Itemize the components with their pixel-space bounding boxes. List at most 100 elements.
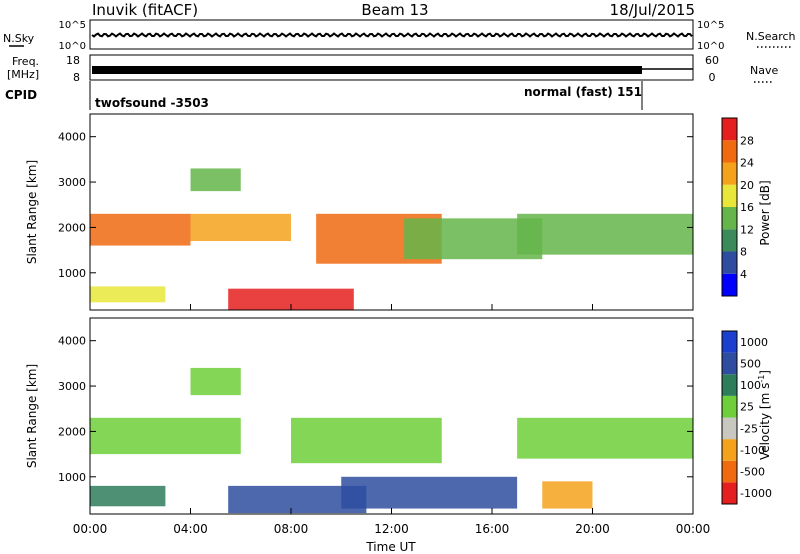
cpid-mode-2: normal (fast) 151 xyxy=(524,85,642,99)
velocity-colorbar-tick-2: 100 xyxy=(740,379,761,392)
velocity-colorbar-tick-3: 25 xyxy=(740,401,754,414)
velocity-colorbar-band-0 xyxy=(722,482,737,504)
nave-right-tick-top: 60 xyxy=(705,54,719,67)
velocity-colorbar-frame xyxy=(721,330,738,505)
freq-frame xyxy=(89,54,694,81)
velocity-colorbar-tick-4: -25 xyxy=(740,422,758,435)
velocity-colorbar-band-3 xyxy=(722,417,737,440)
velocity-echo-region-7 xyxy=(190,367,241,396)
station-title: Inuvik (fitACF) xyxy=(92,1,198,19)
velocity-echo-region-6 xyxy=(542,481,593,509)
power-colorbar-band-4 xyxy=(722,184,737,207)
beam-title: Beam 13 xyxy=(361,1,428,19)
velocity-colorbar-tick-6: -500 xyxy=(740,466,765,479)
power-colorbar-tick-0: 4 xyxy=(740,268,747,281)
cpid-label: CPID xyxy=(5,88,37,102)
velocity-echo-region-0 xyxy=(90,417,241,455)
velocity-colorbar-band-2 xyxy=(722,439,737,461)
x-tick-label-1: 04:00 xyxy=(173,522,208,536)
power-ylabel: Slant Range [km] xyxy=(25,160,39,264)
velocity-echo-regions xyxy=(90,367,693,514)
noise-panel: N.Sky 10^5 10^0 10^5 10^0 N.Search xyxy=(3,19,796,52)
power-colorbar-tick-3: 16 xyxy=(740,201,754,214)
velocity-colorbar-band-4 xyxy=(722,395,737,418)
velocity-colorbar-band-7 xyxy=(722,331,737,353)
power-colorbar: 4 8 12 16 20 24 28 xyxy=(721,117,754,297)
velocity-y-tick-label-3: 4000 xyxy=(58,335,86,348)
cpid-mode-1: twofsound -3503 xyxy=(95,96,209,110)
freq-label-2: [MHz] xyxy=(7,68,39,81)
power-echo-region-6 xyxy=(517,213,693,255)
power-echo-region-1 xyxy=(90,286,166,303)
velocity-colorbar-label-main: Velocity xyxy=(758,413,772,460)
power-colorbar-frame xyxy=(721,117,738,297)
velocity-colorbar-band-1 xyxy=(722,460,737,483)
velocity-y-axis: 1000 2000 3000 4000 xyxy=(58,335,693,484)
x-tick-label-4: 16:00 xyxy=(475,522,510,536)
freq-left-tick-top: 18 xyxy=(66,54,80,67)
freq-panel: Freq. [MHz] 18 8 60 0 Nave xyxy=(7,54,778,84)
cpid-panel: CPID twofsound -3503 normal (fast) 151 xyxy=(5,81,643,110)
freq-left-tick-bottom: 8 xyxy=(73,71,80,84)
power-echo-region-2 xyxy=(228,288,354,310)
velocity-colorbar-label: Velocity [m s-1] xyxy=(757,370,772,460)
power-colorbar-band-5 xyxy=(722,162,737,185)
power-colorbar-tick-4: 20 xyxy=(740,179,754,192)
power-echo-region-7 xyxy=(190,168,241,192)
noise-frame xyxy=(89,19,694,50)
power-colorbar-label: Power [dB] xyxy=(758,180,772,245)
x-tick-label-0: 00:00 xyxy=(73,522,108,536)
power-y-tick-label-1: 2000 xyxy=(58,221,86,234)
velocity-colorbar-band-6 xyxy=(722,352,737,375)
nsearch-label: N.Search xyxy=(746,30,796,43)
power-colorbar-tick-2: 12 xyxy=(740,223,754,236)
velocity-colorbar-tick-7: -1000 xyxy=(740,487,772,500)
velocity-panel: 1000 2000 3000 4000 Slant Range [km] 1000 50… xyxy=(25,317,772,515)
freq-label-1: Freq. xyxy=(12,55,39,68)
time-axis-label: Time UT xyxy=(365,540,416,554)
velocity-colorbar-band-5 xyxy=(722,374,737,396)
velocity-echo-region-4 xyxy=(341,476,518,509)
power-panel: 1000 2000 3000 4000 Slant Range [km] 4 8 12 16… xyxy=(25,113,772,311)
power-y-tick-label-3: 4000 xyxy=(58,131,86,144)
nave-right-tick-bottom: 0 xyxy=(709,71,716,84)
power-echo-region-3 xyxy=(190,213,291,242)
time-axis: 00:00 04:00 08:00 12:00 16:00 20:00 00:00 xyxy=(73,304,710,536)
power-echo-region-0 xyxy=(90,213,191,246)
velocity-colorbar-tick-0: 1000 xyxy=(740,336,768,349)
freq-trace xyxy=(92,66,642,74)
x-tick-label-3: 12:00 xyxy=(374,522,409,536)
velocity-y-tick-label-0: 1000 xyxy=(58,471,86,484)
x-tick-label-5: 20:00 xyxy=(575,522,610,536)
nave-label: Nave xyxy=(750,64,778,77)
noise-left-tick-top: 10^5 xyxy=(59,20,86,31)
velocity-echo-region-1 xyxy=(90,485,166,507)
power-colorbar-tick-6: 28 xyxy=(740,134,754,147)
noise-right-tick-bottom: 10^0 xyxy=(697,41,724,52)
velocity-colorbar-label-exp: -1 xyxy=(757,375,766,383)
velocity-ylabel: Slant Range [km] xyxy=(25,364,39,468)
power-colorbar-tick-1: 8 xyxy=(740,246,747,259)
velocity-colorbar-label-unit: [m s xyxy=(758,383,772,409)
power-frame xyxy=(89,113,694,311)
power-colorbar-band-2 xyxy=(722,229,737,252)
power-colorbar-band-3 xyxy=(722,207,737,230)
power-colorbar-band-7 xyxy=(722,118,737,141)
noise-left-tick-bottom: 10^0 xyxy=(59,41,86,52)
velocity-colorbar-label-close: ] xyxy=(758,370,772,375)
velocity-echo-region-3 xyxy=(291,417,442,464)
nsky-label: N.Sky xyxy=(3,32,35,45)
velocity-y-tick-label-1: 2000 xyxy=(58,425,86,438)
velocity-colorbar-tick-1: 500 xyxy=(740,357,761,370)
velocity-y-tick-label-2: 3000 xyxy=(58,380,86,393)
velocity-colorbar-tick-5: -100 xyxy=(740,444,765,457)
velocity-echo-region-5 xyxy=(517,417,693,459)
velocity-colorbar: 1000 500 100 25 -25 -100 -500 -1000 xyxy=(721,330,772,505)
power-colorbar-band-6 xyxy=(722,140,737,163)
power-colorbar-band-0 xyxy=(722,273,737,296)
date-title: 18/Jul/2015 xyxy=(610,1,695,19)
power-colorbar-tick-5: 24 xyxy=(740,157,754,170)
power-y-tick-label-2: 3000 xyxy=(58,176,86,189)
power-y-axis: 1000 2000 3000 4000 xyxy=(58,131,693,280)
